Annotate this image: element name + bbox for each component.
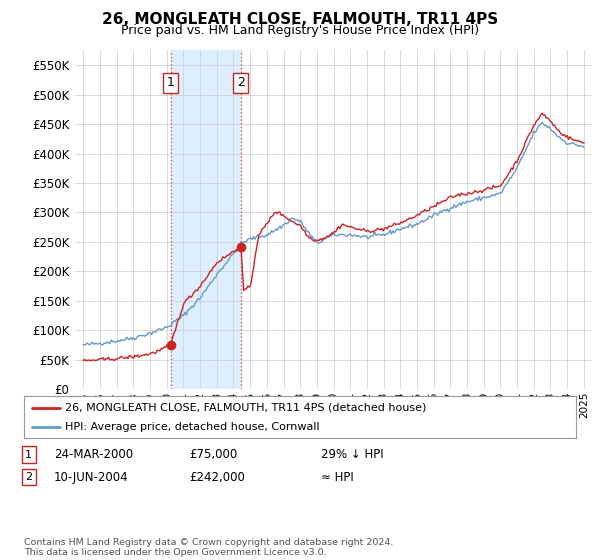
Text: 29% ↓ HPI: 29% ↓ HPI <box>321 448 383 461</box>
Text: £242,000: £242,000 <box>189 470 245 484</box>
Text: 24-MAR-2000: 24-MAR-2000 <box>54 448 133 461</box>
Text: 2: 2 <box>25 472 32 482</box>
Text: 10-JUN-2004: 10-JUN-2004 <box>54 470 128 484</box>
Text: HPI: Average price, detached house, Cornwall: HPI: Average price, detached house, Corn… <box>65 422 320 432</box>
Text: Price paid vs. HM Land Registry's House Price Index (HPI): Price paid vs. HM Land Registry's House … <box>121 24 479 37</box>
Text: 26, MONGLEATH CLOSE, FALMOUTH, TR11 4PS (detached house): 26, MONGLEATH CLOSE, FALMOUTH, TR11 4PS … <box>65 403 427 413</box>
Text: 1: 1 <box>25 450 32 460</box>
Text: 26, MONGLEATH CLOSE, FALMOUTH, TR11 4PS: 26, MONGLEATH CLOSE, FALMOUTH, TR11 4PS <box>102 12 498 27</box>
Bar <box>170 50 241 389</box>
Text: ≈ HPI: ≈ HPI <box>321 470 354 484</box>
Text: £75,000: £75,000 <box>189 448 237 461</box>
Text: 1: 1 <box>167 76 175 89</box>
Text: Contains HM Land Registry data © Crown copyright and database right 2024.
This d: Contains HM Land Registry data © Crown c… <box>24 538 394 557</box>
Text: 2: 2 <box>237 76 245 89</box>
